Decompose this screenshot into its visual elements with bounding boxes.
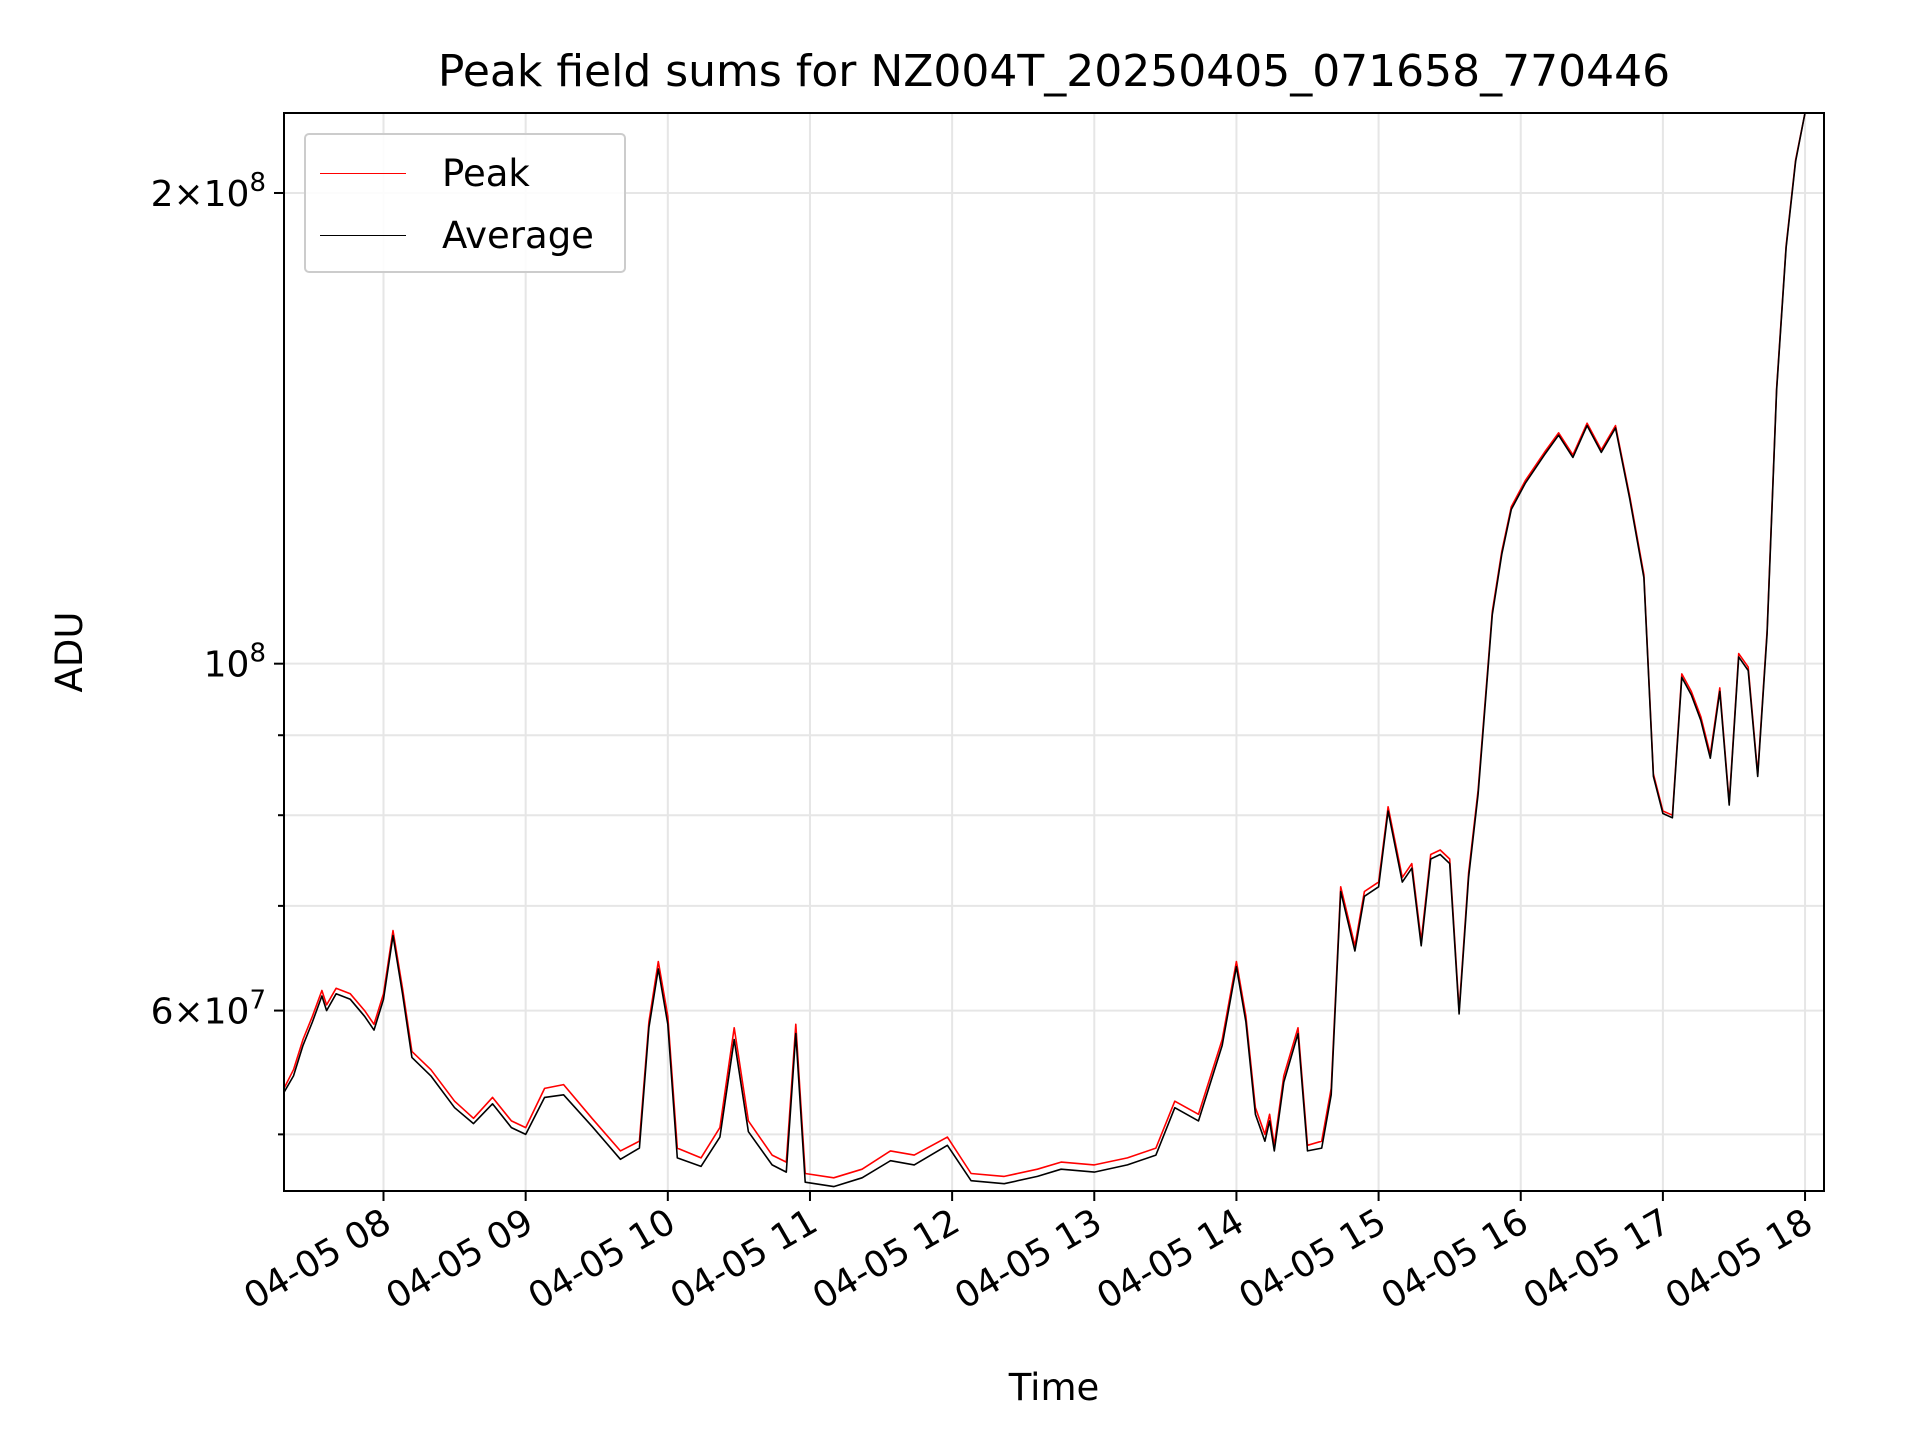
y-tick-label: 108 bbox=[204, 639, 266, 686]
x-axis-label: Time bbox=[1008, 1366, 1100, 1409]
legend-item-peak: Peak bbox=[320, 151, 530, 195]
legend: Peak Average bbox=[304, 133, 626, 273]
legend-label-average: Average bbox=[442, 213, 594, 257]
y-axis: 6×107 108 2×108 bbox=[151, 168, 284, 1136]
grid bbox=[284, 113, 1824, 1191]
series-layer bbox=[284, 113, 1806, 1188]
legend-swatch-peak bbox=[320, 172, 406, 174]
legend-swatch-average bbox=[320, 234, 406, 236]
legend-item-average: Average bbox=[320, 213, 594, 257]
series-line-average bbox=[284, 113, 1806, 1188]
y-axis-label: ADU bbox=[48, 612, 91, 693]
plot-frame bbox=[283, 112, 1825, 1192]
legend-label-peak: Peak bbox=[442, 151, 530, 195]
y-tick-label: 6×107 bbox=[151, 986, 266, 1033]
y-tick-label: 2×108 bbox=[151, 168, 266, 215]
chart-title: Peak field sums for NZ004T_20250405_0716… bbox=[438, 46, 1670, 97]
